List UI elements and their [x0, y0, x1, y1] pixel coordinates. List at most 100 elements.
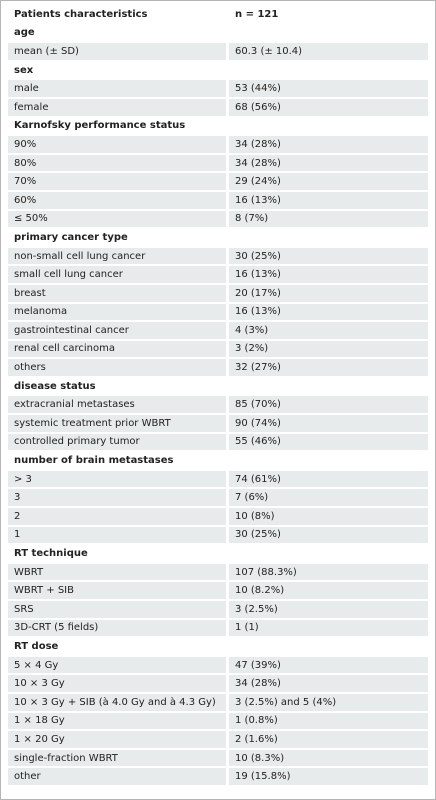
row-value: 55 (46%)	[229, 433, 428, 451]
table-body: Patients characteristics n = 121 age mean (…	[8, 6, 428, 785]
row-label: 1 × 20 Gy	[8, 731, 226, 748]
row-label: 60%	[8, 191, 226, 209]
data-row: 10 × 3 Gy + SIB (à 4.0 Gy and à 4.3 Gy) 3…	[8, 693, 428, 711]
row-label: extracranial metastases	[8, 396, 226, 414]
row-label: > 3	[8, 470, 226, 488]
row-value: 10 (8.3%)	[229, 749, 428, 767]
data-row: 2 10 (8%)	[8, 508, 428, 525]
row-value: 3 (2.5%) and 5 (4%)	[229, 693, 428, 711]
data-row: breast 20 (17%)	[8, 284, 428, 302]
row-label: 1 × 18 Gy	[8, 712, 226, 730]
row-label: non-small cell lung cancer	[8, 247, 226, 265]
row-value: 85 (70%)	[229, 396, 428, 414]
row-label: gastrointestinal cancer	[8, 322, 226, 339]
row-value: 16 (13%)	[229, 191, 428, 209]
row-label: 5 × 4 Gy	[8, 656, 226, 674]
data-row: 10 × 3 Gy 34 (28%)	[8, 675, 428, 692]
section-row: Karnofsky performance status	[8, 118, 428, 135]
row-label: other	[8, 768, 226, 785]
row-label: others	[8, 359, 226, 376]
data-row: male 53 (44%)	[8, 80, 428, 97]
row-value: 34 (28%)	[229, 154, 428, 172]
row-value: 53 (44%)	[229, 80, 428, 97]
row-label: single-fraction WBRT	[8, 749, 226, 767]
row-label: 10 × 3 Gy + SIB (à 4.0 Gy and à 4.3 Gy)	[8, 693, 226, 711]
row-value: 16 (13%)	[229, 303, 428, 321]
row-value: 74 (61%)	[229, 470, 428, 488]
row-value: 90 (74%)	[229, 415, 428, 432]
row-value: 30 (25%)	[229, 526, 428, 544]
row-value: 8 (7%)	[229, 210, 428, 228]
data-row: 1 30 (25%)	[8, 526, 428, 544]
section-row: number of brain metastases	[8, 452, 428, 469]
row-value: 1 (1)	[229, 619, 428, 637]
header-count: n = 121	[235, 8, 279, 20]
row-label: 10 × 3 Gy	[8, 675, 226, 692]
data-row: melanoma 16 (13%)	[8, 303, 428, 321]
row-label: 90%	[8, 136, 226, 153]
row-value: 10 (8.2%)	[229, 582, 428, 599]
data-row: gastrointestinal cancer 4 (3%)	[8, 322, 428, 339]
row-label: mean (± SD)	[8, 43, 226, 60]
section-title: RT technique	[14, 548, 88, 560]
section-row: RT dose	[8, 638, 428, 655]
row-label: melanoma	[8, 303, 226, 321]
data-row: 1 × 18 Gy 1 (0.8%)	[8, 712, 428, 730]
row-value: 32 (27%)	[229, 359, 428, 376]
row-value: 47 (39%)	[229, 656, 428, 674]
row-label: ≤ 50%	[8, 210, 226, 228]
row-value: 3 (2%)	[229, 340, 428, 358]
row-value: 10 (8%)	[229, 508, 428, 525]
data-row: WBRT + SIB 10 (8.2%)	[8, 582, 428, 599]
data-row: controlled primary tumor 55 (46%)	[8, 433, 428, 451]
section-title: disease status	[14, 380, 96, 392]
row-label: WBRT + SIB	[8, 582, 226, 599]
data-row: 60% 16 (13%)	[8, 191, 428, 209]
row-value: 2 (1.6%)	[229, 731, 428, 748]
data-row: > 3 74 (61%)	[8, 470, 428, 488]
row-value: 34 (28%)	[229, 675, 428, 692]
section-row: primary cancer type	[8, 229, 428, 246]
row-label: 3D-CRT (5 fields)	[8, 619, 226, 637]
row-label: systemic treatment prior WBRT	[8, 415, 226, 432]
row-label: 1	[8, 526, 226, 544]
data-row: non-small cell lung cancer 30 (25%)	[8, 247, 428, 265]
data-row: mean (± SD) 60.3 (± 10.4)	[8, 43, 428, 60]
section-title: Karnofsky performance status	[14, 120, 186, 132]
row-value: 3 (2.5%)	[229, 601, 428, 618]
row-value: 60.3 (± 10.4)	[229, 43, 428, 60]
section-title: sex	[14, 64, 34, 76]
data-row: WBRT 107 (88.3%)	[8, 563, 428, 581]
row-value: 20 (17%)	[229, 284, 428, 302]
data-row: 3D-CRT (5 fields) 1 (1)	[8, 619, 428, 637]
row-value: 7 (6%)	[229, 489, 428, 507]
section-row: age	[8, 25, 428, 42]
data-row: 1 × 20 Gy 2 (1.6%)	[8, 731, 428, 748]
section-title: age	[14, 27, 35, 39]
section-row: sex	[8, 62, 428, 79]
row-label: 80%	[8, 154, 226, 172]
data-row: single-fraction WBRT 10 (8.3%)	[8, 749, 428, 767]
row-label: controlled primary tumor	[8, 433, 226, 451]
row-label: breast	[8, 284, 226, 302]
row-value: 19 (15.8%)	[229, 768, 428, 785]
row-label: male	[8, 80, 226, 97]
header-label: Patients characteristics	[14, 8, 148, 20]
data-row: 90% 34 (28%)	[8, 136, 428, 153]
row-value: 16 (13%)	[229, 266, 428, 283]
data-row: ≤ 50% 8 (7%)	[8, 210, 428, 228]
row-label: SRS	[8, 601, 226, 618]
data-row: renal cell carcinoma 3 (2%)	[8, 340, 428, 358]
data-row: SRS 3 (2.5%)	[8, 601, 428, 618]
data-row: small cell lung cancer 16 (13%)	[8, 266, 428, 283]
row-label: WBRT	[8, 563, 226, 581]
row-value: 68 (56%)	[229, 98, 428, 116]
row-label: renal cell carcinoma	[8, 340, 226, 358]
row-value: 107 (88.3%)	[229, 563, 428, 581]
data-row: systemic treatment prior WBRT 90 (74%)	[8, 415, 428, 432]
section-row: disease status	[8, 378, 428, 395]
row-value: 1 (0.8%)	[229, 712, 428, 730]
data-row: other 19 (15.8%)	[8, 768, 428, 785]
